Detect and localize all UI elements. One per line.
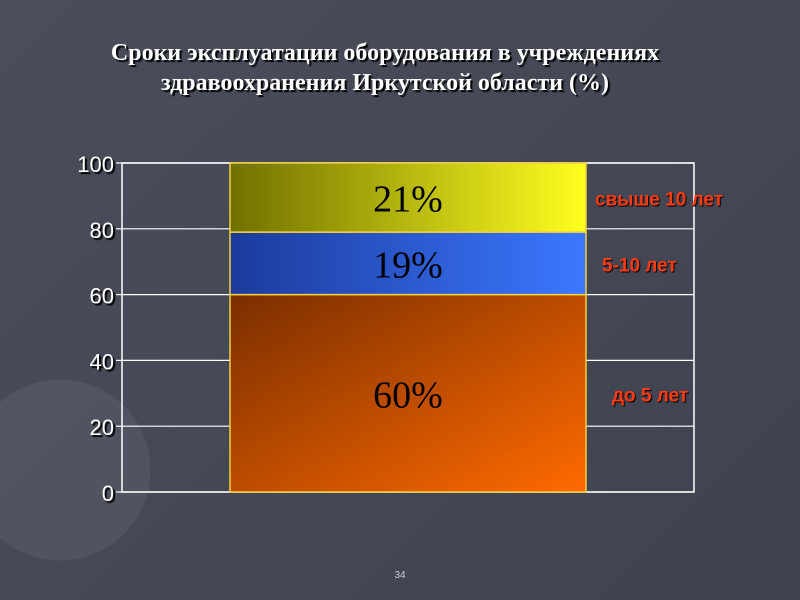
data-label: 60%: [373, 374, 443, 416]
series-label: до 5 лет: [612, 385, 688, 406]
y-tick-label: 100: [77, 152, 114, 177]
title-line-1: Сроки эксплуатации оборудования в учрежд…: [110, 40, 660, 66]
series-label: 5-10 лет: [602, 255, 677, 276]
y-tick-label: 20: [90, 415, 114, 440]
slide-title: Сроки эксплуатации оборудования в учрежд…: [0, 38, 770, 98]
y-tick-label: 40: [90, 349, 114, 374]
bar-segment: [229, 162, 587, 233]
title-line-2: здравоохранения Иркутской области (%): [160, 70, 610, 96]
page-number: 34: [394, 570, 406, 581]
y-tick-label: 80: [90, 218, 114, 243]
bar-segment: [229, 231, 587, 296]
data-label: 19%: [373, 244, 443, 286]
y-tick-label: 0: [102, 481, 114, 506]
y-tick-label: 60: [90, 284, 114, 309]
data-label: 21%: [373, 179, 443, 221]
series-label: свыше 10 лет: [595, 190, 723, 211]
bar-segment: [229, 293, 587, 493]
